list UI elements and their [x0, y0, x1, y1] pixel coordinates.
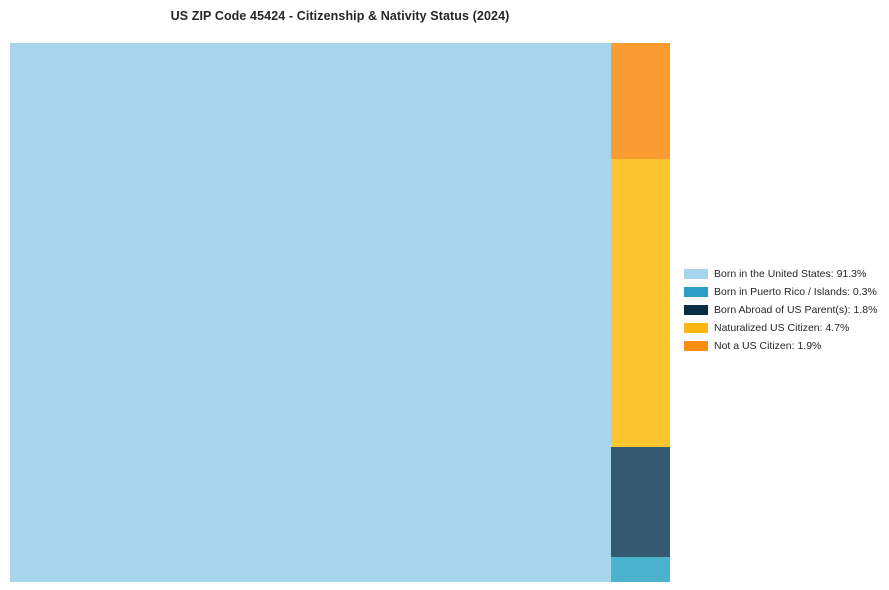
legend-item[interactable]: Not a US Citizen: 1.9%: [684, 337, 884, 355]
legend-item-label: Naturalized US Citizen: 4.7%: [714, 321, 850, 334]
legend-item[interactable]: Born in Puerto Rico / Islands: 0.3%: [684, 283, 884, 301]
treemap-plot-area: [10, 43, 670, 582]
legend-item[interactable]: Born Abroad of US Parent(s): 1.8%: [684, 301, 884, 319]
legend-swatch-icon: [684, 287, 708, 297]
legend-swatch-icon: [684, 305, 708, 315]
treemap-tile[interactable]: [10, 43, 611, 582]
legend-swatch-icon: [684, 323, 708, 333]
legend-item-label: Born Abroad of US Parent(s): 1.8%: [714, 303, 878, 316]
legend-item-label: Born in Puerto Rico / Islands: 0.3%: [714, 285, 877, 298]
chart-title: US ZIP Code 45424 - Citizenship & Nativi…: [170, 9, 510, 23]
legend-item[interactable]: Naturalized US Citizen: 4.7%: [684, 319, 884, 337]
chart-legend: Born in the United States: 91.3% Born in …: [684, 265, 884, 355]
treemap-tile[interactable]: [610, 158, 670, 447]
legend-item[interactable]: Born in the United States: 91.3%: [684, 265, 884, 283]
treemap-tile[interactable]: [610, 556, 670, 582]
legend-item-label: Born in the United States: 91.3%: [714, 267, 867, 280]
treemap-tile[interactable]: [610, 446, 670, 557]
legend-item-label: Not a US Citizen: 1.9%: [714, 339, 822, 352]
legend-swatch-icon: [684, 341, 708, 351]
legend-swatch-icon: [684, 269, 708, 279]
treemap-tile[interactable]: [610, 43, 670, 159]
